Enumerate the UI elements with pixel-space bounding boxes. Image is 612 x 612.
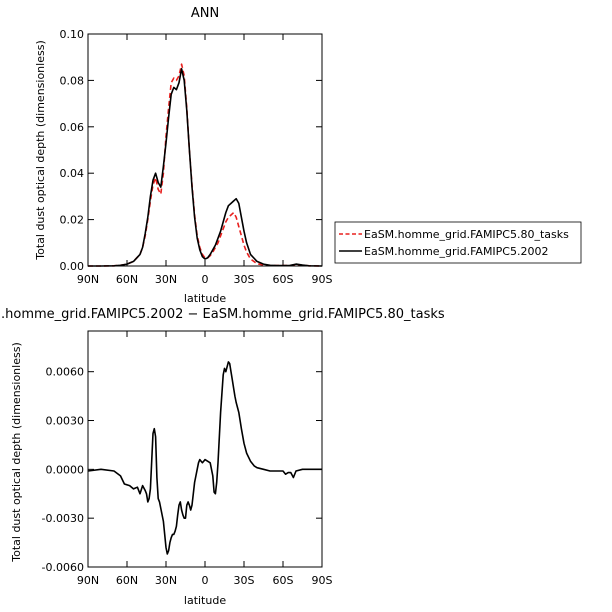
- top-chart-series-line-1: [88, 68, 323, 267]
- bottom-chart-x-tick-label: 60N: [116, 574, 138, 587]
- legend-label-80-tasks: EaSM.homme_grid.FAMIPC5.80_tasks: [364, 228, 569, 241]
- bottom-line-chart: EaSM.homme_grid.FAMIPC5.2002 − EaSM.homm…: [0, 307, 445, 607]
- top-line-chart: ANN 90N 60N 30N 0 30S 60S 90S 0.00 0.02 0.04 0.06 0…: [34, 6, 333, 305]
- top-chart-y-tick-label: 0.00: [60, 260, 85, 273]
- bottom-chart-x-tick-label: 90N: [77, 574, 99, 587]
- bottom-chart-y-tick-label: 0.0060: [46, 366, 85, 379]
- top-chart-y-tick-label: 0.10: [60, 28, 85, 41]
- top-chart-frame: [87, 33, 323, 267]
- bottom-chart-lines: [87, 361, 322, 555]
- bottom-chart-title: EaSM.homme_grid.FAMIPC5.2002 − EaSM.homm…: [0, 307, 445, 322]
- top-chart-y-tick-label: 0.04: [60, 167, 85, 180]
- top-chart-x-tick-label: 90S: [312, 273, 333, 286]
- top-chart-y-axis-label: Total dust optical depth (dimensionless): [34, 40, 47, 260]
- top-chart-x-axis-label: latitude: [184, 292, 226, 305]
- bottom-chart-y-tick-label: 0.0000: [46, 463, 85, 476]
- bottom-chart-x-tick-label: 60S: [273, 574, 294, 587]
- top-chart-title: ANN: [191, 6, 219, 21]
- bottom-chart-x-tick-label: 30S: [234, 574, 255, 587]
- top-chart-x-tick-label: 30N: [155, 273, 177, 286]
- top-chart-y-tick-label: 0.02: [60, 214, 85, 227]
- legend-label-2002: EaSM.homme_grid.FAMIPC5.2002: [364, 245, 548, 258]
- top-chart-x-tick-label: 60S: [273, 273, 294, 286]
- top-chart-y-tick-label: 0.06: [60, 121, 85, 134]
- bottom-chart-x-tick-label: 30N: [155, 574, 177, 587]
- bottom-chart-x-axis-label: latitude: [184, 594, 226, 607]
- bottom-chart-series-line-0: [87, 361, 322, 555]
- bottom-chart-y-tick-label: -0.0030: [42, 512, 84, 525]
- bottom-chart-y-tick-label: -0.0060: [42, 561, 84, 574]
- bottom-chart-ticks: 90N 60N 30N 0 30S 60S 90S -0.0060 -0.0030 0.0000 0…: [42, 331, 333, 587]
- top-chart-y-tick-label: 0.08: [60, 74, 85, 87]
- legend: EaSM.homme_grid.FAMIPC5.80_tasks EaSM.ho…: [334, 221, 582, 264]
- legend-box: [334, 221, 582, 264]
- top-chart-x-tick-label: 90N: [77, 273, 99, 286]
- top-chart-x-tick-label: 60N: [116, 273, 138, 286]
- top-chart-x-tick-label: 30S: [234, 273, 255, 286]
- bottom-chart-y-axis-label: Total dust optical depth (dimensionless): [10, 342, 23, 562]
- top-chart-x-tick-label: 0: [202, 273, 209, 286]
- bottom-chart-frame: [87, 330, 323, 568]
- bottom-chart-x-tick-label: 90S: [312, 574, 333, 587]
- top-chart-lines: [88, 63, 323, 267]
- bottom-chart-x-tick-label: 0: [202, 574, 209, 587]
- top-chart-series-line-0: [88, 63, 323, 267]
- top-chart-ticks: 90N 60N 30N 0 30S 60S 90S 0.00 0.02 0.04 0.06 0.08 0…: [60, 28, 333, 286]
- bottom-chart-y-tick-label: 0.0030: [46, 415, 85, 428]
